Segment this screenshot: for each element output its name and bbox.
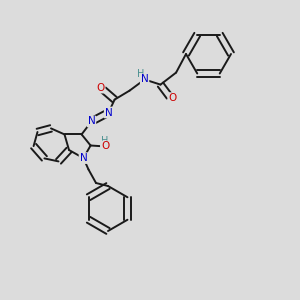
Text: O: O (101, 141, 109, 152)
Text: O: O (96, 82, 105, 93)
Text: N: N (105, 107, 112, 118)
Text: N: N (80, 153, 87, 163)
Text: H: H (137, 69, 145, 79)
Text: N: N (88, 116, 95, 127)
Text: H: H (101, 136, 109, 146)
Text: O: O (168, 93, 177, 103)
Text: N: N (141, 74, 148, 85)
